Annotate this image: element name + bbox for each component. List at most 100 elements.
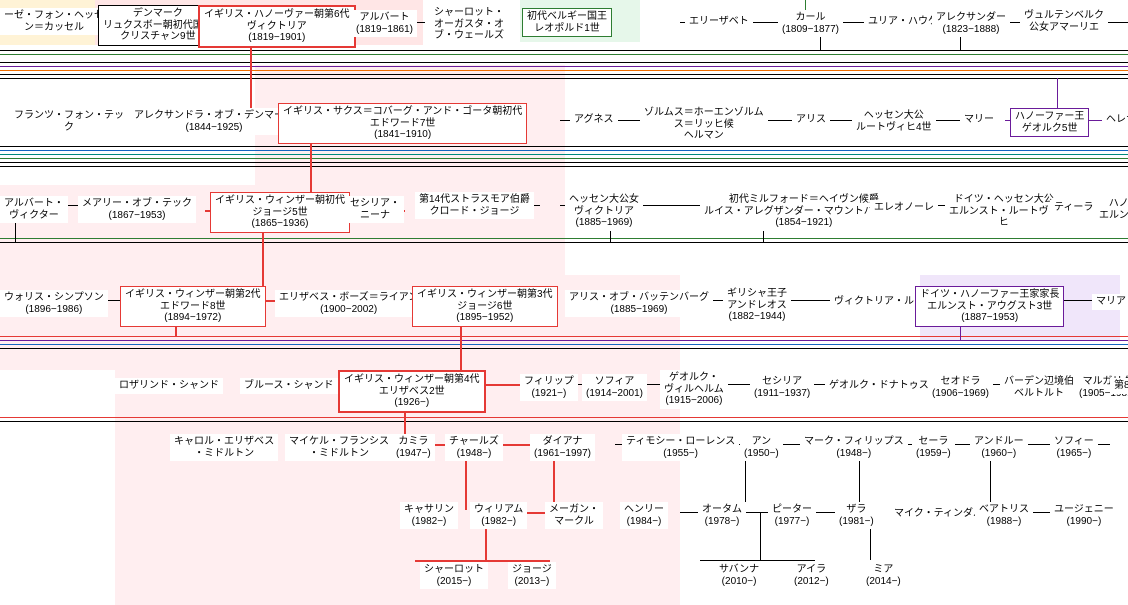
person-name: オータム — [702, 504, 742, 516]
person-node: キャサリン(1982−) — [400, 502, 458, 529]
person-name: イギリス・サクス＝コバーグ・アンド・ゴータ朝初代 エドワード7世 — [283, 106, 522, 129]
person-name: マリア — [1096, 296, 1126, 308]
person-node: マリア — [1092, 294, 1128, 310]
hline — [0, 78, 1128, 79]
person-name: ユージェニー — [1054, 504, 1114, 516]
person-node: ウィリアム(1982−) — [470, 502, 527, 529]
person-node: セシリア(1911−1937) — [750, 374, 814, 401]
person-life: (1885−1969) — [569, 304, 709, 316]
person-life: (1921−) — [524, 388, 574, 400]
person-name: ウィリアム — [474, 504, 523, 516]
person-name: バーデン辺境伯 ベルトルト — [1004, 376, 1074, 399]
hline — [0, 344, 1128, 345]
person-node: ジョージ(2013−) — [508, 562, 556, 589]
person-life: (1948−) — [449, 448, 499, 460]
hseg — [700, 560, 815, 561]
person-life: (1978−) — [702, 516, 742, 528]
person-life: (1844−1925) — [134, 122, 294, 134]
person-life: (1959−) — [916, 448, 951, 460]
person-name: ザラ — [839, 504, 874, 516]
hline — [0, 166, 1128, 167]
person-node: ギリシャ王子 アンドレオス(1882−1944) — [723, 286, 791, 325]
person-node: ピーター(1977−) — [768, 502, 816, 529]
person-node: セオドラ(1906−1969) — [928, 374, 993, 401]
person-name: アイラ — [794, 564, 829, 576]
person-node: イギリス・ウィンザー朝初代 ジョージ5世(1865−1936) — [210, 192, 350, 233]
person-life: (1948−) — [804, 448, 904, 460]
person-node: ドイツ・ハノーファー王家家長 エルンスト・アウグスト3世(1887−1953) — [915, 286, 1064, 327]
person-life: (1885−1969) — [569, 217, 639, 229]
person-node: アイラ(2012−) — [790, 562, 833, 589]
person-name: チャールズ — [449, 436, 499, 448]
hline — [0, 336, 1128, 337]
person-name: ゲオルク・ドナトゥス — [829, 380, 929, 392]
person-node: シャーロット・ オーガスタ・オ ブ・ウェールズ — [430, 5, 508, 44]
person-life: (2015−) — [424, 576, 484, 588]
person-name: ハノ エルンス — [1099, 198, 1128, 221]
person-life: (1887−1953) — [920, 312, 1059, 324]
person-node: ベアトリス(1988−) — [975, 502, 1033, 529]
person-node: カミラ(1947−) — [392, 434, 435, 461]
person-name: ジョージ — [512, 564, 552, 576]
person-name: マーク・フィリップス — [804, 436, 904, 448]
person-node: カール(1809−1877) — [778, 10, 843, 37]
person-life: (1955−) — [626, 448, 735, 460]
person-name: ウォリス・シンプソン — [4, 292, 104, 304]
person-name: メーガン・ マークル — [549, 504, 599, 527]
person-name: ヘッセン大公女 ヴィクトリア — [569, 194, 639, 217]
person-node: マリー — [960, 112, 998, 128]
person-node: ゲオルク・ドナトゥス — [825, 378, 933, 394]
person-name: フランツ・フォン・テッ ク — [14, 110, 124, 133]
person-name: ゾルムス＝ホーエンゾルム ス＝リッヒ候 ヘルマン — [644, 107, 764, 142]
person-name: ソフィア — [586, 376, 643, 388]
person-life: (1984−) — [624, 516, 664, 528]
person-node: アグネス — [570, 112, 618, 128]
person-name: ティモシー・ローレンス — [626, 436, 735, 448]
person-name: マイク・ティンダル — [894, 508, 983, 520]
person-name: ドイツ・ハノーファー王家家長 エルンスト・アウグスト3世 — [920, 289, 1059, 312]
person-name: セーラ — [916, 436, 951, 448]
person-life: (2012−) — [794, 576, 829, 588]
person-node: イギリス・ウィンザー朝第4代 エリザベス2世(1926−) — [338, 370, 486, 413]
person-name: 第8代 — [1114, 380, 1128, 392]
vline — [760, 512, 761, 560]
person-life: (1867−1953) — [82, 210, 192, 222]
person-life: (1977−) — [772, 516, 812, 528]
person-node: ユリア・ハウケ — [864, 14, 942, 30]
person-node: ウォリス・シンプソン(1896−1986) — [0, 290, 108, 317]
person-life: (1809−1877) — [782, 24, 839, 36]
person-node: ヘッセン大公 ルートヴィヒ4世 — [852, 108, 936, 135]
person-life: (1854−1921) — [704, 217, 904, 229]
person-life: (1819−1861) — [356, 24, 413, 36]
person-node: ティーラ — [1050, 200, 1097, 216]
person-name: ハノーファー王 ゲオルク5世 — [1015, 111, 1084, 134]
person-name: マリー — [964, 114, 994, 126]
person-life: (1981−) — [839, 516, 874, 528]
person-node: メアリー・オブ・テック(1867−1953) — [78, 196, 196, 223]
hline — [0, 348, 1128, 349]
person-name: ヘンリー — [624, 504, 664, 516]
person-name: ユリア・ハウケ — [868, 16, 938, 28]
hline — [0, 66, 1128, 67]
person-name: ベアトリス — [979, 504, 1029, 516]
person-name: アレクサンダー — [936, 12, 1006, 24]
person-node: ユージェニー(1990−) — [1050, 502, 1118, 529]
person-name: エリーザベト — [689, 16, 749, 28]
person-node: エリーザベト — [685, 14, 753, 30]
person-node: ドイツ・ヘッセン大公 エルンスト・ルートヴィ ヒ — [945, 192, 1063, 231]
person-name: シャーロット — [424, 564, 484, 576]
person-name: マイケル・フランシス ・ミドルトン — [289, 436, 389, 459]
person-name: 第14代ストラスモア伯爵 クロード・ジョージ — [419, 194, 530, 217]
person-name: シャーロット・ オーガスタ・オ ブ・ウェールズ — [434, 7, 504, 42]
person-node: アルバート(1819−1861) — [352, 10, 417, 37]
person-node: イギリス・サクス＝コバーグ・アンド・ゴータ朝初代 エドワード7世(1841−19… — [278, 103, 527, 144]
person-life: (1911−1937) — [754, 388, 810, 400]
person-name: メアリー・オブ・テック — [82, 198, 192, 210]
person-name: ヘッセン大公 ルートヴィヒ4世 — [856, 110, 932, 133]
person-life: (2014−) — [866, 576, 901, 588]
person-name: ドイツ・ヘッセン大公 エルンスト・ルートヴィ ヒ — [949, 194, 1059, 229]
person-node: ヘレナ — [1102, 112, 1128, 128]
person-name: アン — [744, 436, 779, 448]
person-life: (1914−2001) — [586, 388, 643, 400]
person-life: (1906−1969) — [932, 388, 989, 400]
